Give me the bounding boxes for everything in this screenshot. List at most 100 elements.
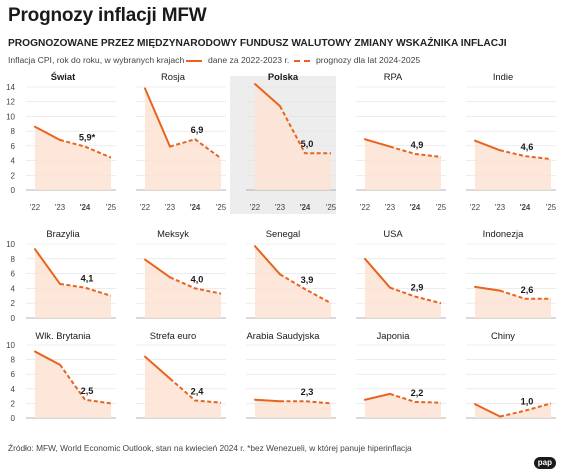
series-line-actual: [254, 83, 281, 108]
series-line-actual: [34, 350, 61, 366]
series-line-forecast: [59, 139, 112, 159]
series-area-Arabia Saudyjska: [255, 399, 331, 418]
x-tick-label: '23: [495, 203, 505, 212]
series-line-actual: [254, 245, 281, 276]
panel-title: Rosja: [161, 71, 186, 82]
panel-title: Arabia Saudyjska: [247, 330, 321, 341]
series-line-actual: [144, 355, 171, 380]
series-line-actual: [144, 258, 171, 279]
legend-solid-line-icon: [186, 60, 202, 62]
series-line-forecast: [280, 400, 332, 405]
y-tick-label: 0: [11, 414, 16, 423]
source-note: Źródło: MFW, World Economic Outlook, sta…: [8, 443, 412, 453]
series-area-Wlk. Brytania: [35, 351, 111, 418]
data-label-2024: 5,9*: [79, 133, 96, 143]
x-tick-label: '24: [520, 203, 531, 212]
x-tick-label: '23: [385, 203, 395, 212]
data-label-2024: 3,9: [301, 275, 314, 285]
data-label-2024: 2,4: [191, 386, 205, 396]
data-label-2024: 4,1: [81, 274, 94, 284]
y-tick-label: 0: [11, 314, 16, 323]
y-tick-label: 8: [11, 127, 16, 136]
data-label-2024: 2,5: [81, 386, 94, 396]
data-label-2024: 4,9: [411, 140, 424, 150]
y-tick-label: 2: [11, 399, 16, 408]
x-tick-label: '22: [250, 203, 260, 212]
legend-dashed-line-icon: [294, 60, 310, 62]
legend-solid: dane za 2022-2023 r.: [186, 55, 289, 65]
legend-dashed: prognozy dla lat 2024-2025: [294, 55, 420, 65]
series-line-actual: [34, 248, 61, 285]
y-tick-label: 10: [6, 240, 15, 249]
panel-title: Brazylia: [46, 228, 80, 239]
series-line-forecast: [279, 273, 332, 305]
y-tick-label: 4: [11, 157, 16, 166]
y-tick-label: 12: [6, 98, 15, 107]
x-tick-label: '25: [436, 203, 447, 212]
panel-title: Indonezja: [483, 228, 524, 239]
legend-dashed-label: prognozy dla lat 2024-2025: [316, 55, 421, 65]
data-label-2024: 2,9: [411, 283, 424, 293]
x-tick-label: '25: [326, 203, 337, 212]
y-tick-label: 6: [11, 370, 16, 379]
data-label-2024: 2,2: [411, 388, 424, 398]
legend-solid-label: dane za 2022-2023 r.: [208, 55, 290, 65]
series-line-forecast: [389, 145, 442, 158]
series-line-actual: [34, 125, 61, 141]
data-label-2024: 2,3: [301, 387, 314, 397]
series-area-Brazylia: [35, 249, 111, 318]
x-tick-label: '24: [190, 203, 201, 212]
x-tick-label: '24: [300, 203, 311, 212]
x-tick-label: '25: [106, 203, 117, 212]
y-tick-label: 0: [11, 186, 16, 195]
series-area-Rosja: [145, 88, 221, 190]
series-line-forecast: [169, 377, 222, 404]
panel-title: Senegal: [266, 228, 300, 239]
y-tick-label: 10: [6, 341, 15, 350]
data-label-2024: 4,6: [521, 142, 534, 152]
data-label-2024: 4,0: [191, 274, 204, 284]
panel-title: Japonia: [377, 330, 411, 341]
x-tick-label: '24: [80, 203, 91, 212]
y-tick-label: 6: [11, 270, 16, 279]
panel-title: Meksyk: [157, 228, 189, 239]
chart-title: Prognozy inflacji MFW: [8, 5, 207, 26]
series-area-Świat: [35, 126, 111, 190]
series-line-actual: [254, 398, 281, 403]
x-tick-label: '25: [546, 203, 557, 212]
data-label-2024: 5,0: [301, 139, 314, 149]
x-tick-label: '22: [360, 203, 370, 212]
y-tick-label: 10: [6, 112, 15, 121]
series-line-forecast: [59, 282, 112, 297]
y-tick-label: 6: [11, 142, 16, 151]
series-line-actual: [474, 139, 501, 152]
series-line-forecast: [169, 276, 222, 295]
y-tick-label: 2: [11, 171, 16, 180]
panel-title: Chiny: [491, 330, 515, 341]
panel-title: Strefa euro: [150, 330, 196, 341]
series-line-forecast: [499, 289, 551, 300]
series-line-actual: [364, 257, 391, 289]
series-line-forecast: [499, 149, 552, 161]
series-area-Strefa euro: [145, 356, 221, 418]
data-label-2024: 6,9: [191, 125, 204, 135]
x-tick-label: '23: [275, 203, 285, 212]
series-line-forecast: [389, 286, 442, 305]
series-line-forecast: [59, 364, 112, 405]
panel-title: Polska: [268, 71, 299, 82]
y-tick-label: 8: [11, 255, 16, 264]
series-area-Polska: [255, 84, 331, 190]
chart-subtitle: PROGNOZOWANE PRZEZ MIĘDZYNARODOWY FUNDUS…: [8, 38, 507, 49]
x-tick-label: '23: [165, 203, 175, 212]
panel-title: USA: [383, 228, 403, 239]
y-tick-label: 4: [11, 385, 16, 394]
series-line-forecast: [279, 105, 331, 155]
series-line-actual: [474, 285, 501, 292]
x-tick-label: '24: [410, 203, 421, 212]
series-area-RPA: [365, 139, 441, 190]
panel-title: Indie: [493, 71, 513, 82]
data-label-2024: 1,0: [521, 397, 534, 407]
x-tick-label: '22: [30, 203, 40, 212]
series-line-actual: [364, 138, 391, 148]
series-area-Indonezja: [475, 286, 551, 318]
